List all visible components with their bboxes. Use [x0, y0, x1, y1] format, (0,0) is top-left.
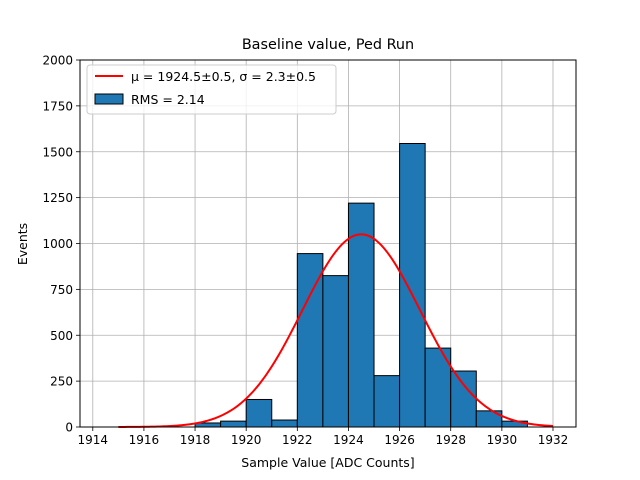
y-tick-label: 1500 [42, 145, 73, 159]
x-tick-label: 1920 [231, 433, 262, 447]
y-tick-label: 0 [65, 421, 73, 435]
x-tick-label: 1918 [180, 433, 211, 447]
histogram-bar [373, 375, 401, 428]
x-tick-label: 1926 [384, 433, 415, 447]
histogram-bar [399, 142, 426, 428]
histogram-bar [450, 370, 477, 428]
y-tick-label: 500 [50, 329, 73, 343]
histogram-bar [245, 398, 273, 428]
y-tick-label: 1000 [42, 237, 73, 251]
x-tick-label: 1924 [333, 433, 364, 447]
x-axis-label: Sample Value [ADC Counts] [241, 455, 414, 470]
histogram-bar [220, 420, 247, 428]
histogram-bar [347, 202, 375, 428]
legend: μ = 1924.5±0.5, σ = 2.3±0.5 RMS = 2.14 [86, 64, 337, 115]
histogram-bar [322, 275, 349, 428]
y-tick-label: 750 [50, 283, 73, 297]
legend-fit-label: μ = 1924.5±0.5, σ = 2.3±0.5 [131, 69, 316, 84]
legend-rms-label: RMS = 2.14 [131, 92, 205, 107]
x-tick-label: 1922 [282, 433, 313, 447]
y-axis-label: Events [15, 223, 30, 265]
x-axis: 1914 1916 1918 1920 1922 1924 1926 1928 1930 1932 [78, 427, 569, 447]
fit-layer [118, 233, 554, 428]
legend-rms-swatch [94, 93, 124, 105]
y-tick-label: 1250 [42, 191, 73, 205]
y-tick-label: 2000 [42, 54, 73, 68]
x-tick-label: 1916 [129, 433, 160, 447]
y-tick-label: 250 [50, 375, 73, 389]
chart-title: Baseline value, Ped Run [242, 37, 414, 53]
x-tick-label: 1930 [487, 433, 518, 447]
legend-box [86, 64, 337, 115]
x-tick-label: 1928 [435, 433, 466, 447]
x-tick-label: 1914 [78, 433, 109, 447]
x-tick-label: 1932 [538, 433, 569, 447]
histogram-bars [194, 142, 528, 428]
gaussian-fit-curve [118, 233, 554, 428]
histogram-bar [271, 419, 298, 428]
y-axis: 0 250 500 750 1000 1250 1500 1750 2000 [42, 54, 80, 435]
y-tick-label: 1750 [42, 99, 73, 113]
